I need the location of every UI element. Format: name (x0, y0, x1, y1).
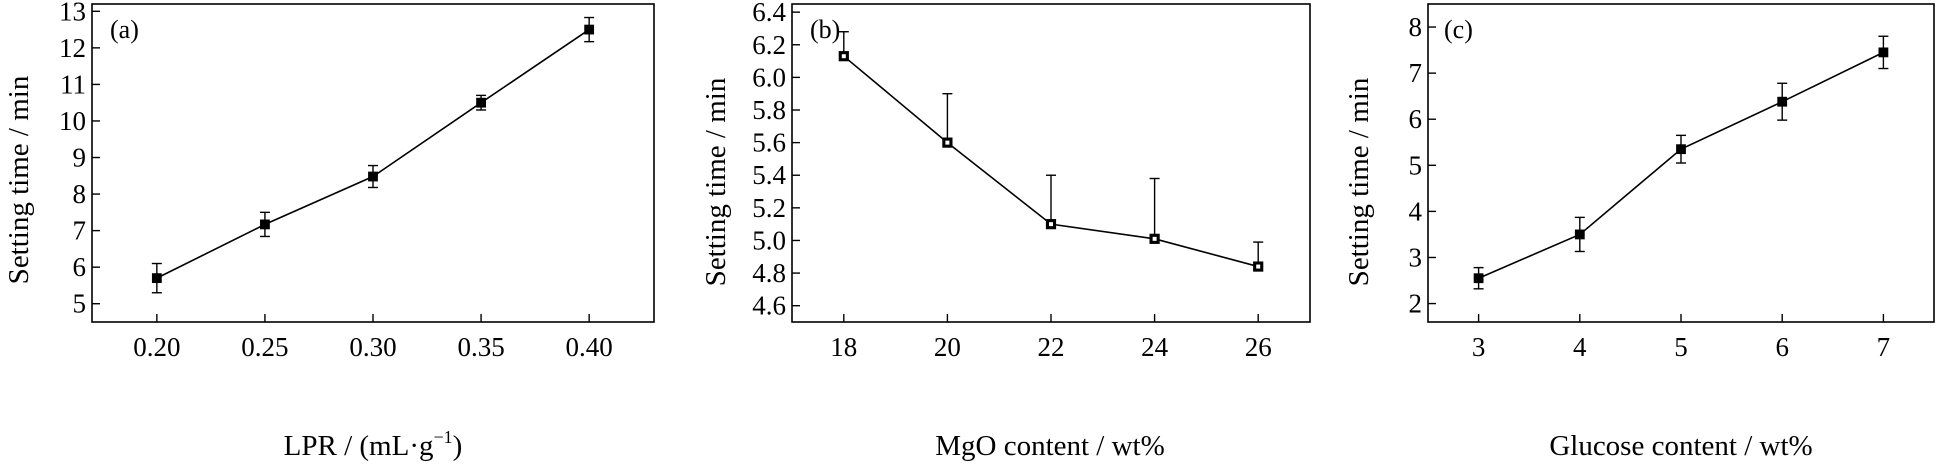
panel-a-ytick-label: 8 (73, 179, 87, 209)
panel-a-data-point (584, 24, 595, 35)
panel-c-xtick-label: 7 (1877, 332, 1891, 362)
panel-b-data-point-center (841, 54, 846, 59)
panel-b-ytick-label: 5.6 (752, 128, 786, 158)
panel-b-ytick-label: 5.0 (752, 225, 786, 255)
panel-a-series-line (156, 28, 590, 279)
panel-b-data-point-center (945, 140, 950, 145)
panel-b-ytick-label: 5.4 (752, 160, 786, 190)
panel-b: (b) 18 20 22 24 264.64.85.05.25.45.65.86.06.… (700, 0, 1311, 462)
panel-b-series-line (843, 55, 1259, 268)
panel-b-frame (791, 3, 1311, 323)
panel-c-ytick-label: 4 (1409, 196, 1423, 226)
panel-a-data-point (368, 171, 378, 182)
panel-c-data-point (1878, 47, 1889, 58)
panel-c: (c) 3 4 5 6 7 2 3 4 5 6 7 8 Setting time / min Gluc… (1343, 3, 1935, 462)
panel-a-data-point (476, 97, 486, 108)
panel-c-xtick-label: 5 (1674, 332, 1688, 362)
panel-b-ytick-label: 4.6 (752, 291, 786, 321)
panel-a-frame (91, 3, 655, 323)
panel-c-data-point (1777, 96, 1788, 107)
panel-a-data-point (151, 273, 162, 284)
panel-c-ytick-label: 2 (1409, 289, 1423, 319)
panel-b-marks: 18 20 22 24 26 4.64.85.05.25.45.65.86.06.2 6.4 (752, 0, 1311, 362)
panel-c-marks: 3 4 5 6 7 2 3 4 5 6 7 8 (1409, 3, 1935, 362)
panel-a-xtick-label: 0.35 (457, 332, 504, 362)
panel-b-label: (b) (810, 15, 840, 44)
panel-b-xtick-label: 26 (1245, 332, 1272, 362)
panel-c-data-point (1676, 144, 1686, 155)
panel-b-ytick-label: 4.8 (752, 258, 786, 288)
panel-b-data-point-center (1256, 264, 1261, 269)
panel-c-data-point (1574, 229, 1585, 240)
panel-b-ytick-label: 6.2 (752, 30, 786, 60)
panel-a-xlabel-close: ) (453, 430, 463, 462)
panel-b-xlabel: MgO content / wt% (935, 430, 1165, 462)
panel-a-ytick-label: 13 (59, 0, 86, 26)
panel-c-xtick-label: 3 (1472, 332, 1486, 362)
panel-a-xlabel-main: LPR / (mL·g (284, 430, 434, 462)
panel-a-data-point (260, 219, 270, 230)
panel-b-xtick-label: 18 (830, 332, 857, 362)
panel-c-ytick-label: 3 (1409, 242, 1423, 272)
panel-c-ytick-label: 6 (1409, 104, 1423, 134)
panel-b-data-point-center (1152, 236, 1157, 241)
panel-b-ylabel: Setting time / min (700, 77, 732, 286)
panel-a-ytick-label: 7 (73, 216, 87, 246)
panel-b-data-point-center (1049, 222, 1053, 227)
panel-b-ytick-label: 6.4 (752, 0, 786, 27)
panel-c-ytick-label: 5 (1409, 150, 1423, 180)
panel-a-ytick-label: 9 (73, 143, 87, 173)
panel-b-xtick-label: 20 (934, 332, 961, 362)
panel-c-ylabel: Setting time / min (1343, 77, 1375, 286)
panel-a-ytick-label: 10 (59, 106, 86, 136)
panel-c-data-point (1473, 273, 1484, 284)
panel-c-ytick-label: 7 (1409, 58, 1423, 88)
panel-a-ytick-label: 5 (73, 289, 87, 319)
panel-b-ytick-label: 5.8 (752, 95, 786, 125)
panel-a-xlabel-sup: −1 (434, 427, 453, 447)
panel-c-ytick-label: 8 (1409, 12, 1423, 42)
panel-c-xtick-label: 6 (1775, 332, 1789, 362)
panel-c-series-line (1478, 51, 1884, 279)
panel-a-ytick-label: 6 (73, 252, 87, 282)
panel-a-xtick-label: 0.30 (349, 332, 396, 362)
panel-a-ytick-label: 12 (59, 33, 86, 63)
panel-a-xlabel: LPR / (mL·g−1) (284, 427, 463, 462)
panel-a-ytick-label: 11 (60, 69, 86, 99)
panel-a-ylabel: Setting time / min (3, 75, 35, 284)
panel-b-ytick-label: 5.2 (752, 193, 786, 223)
panel-b-xtick-label: 24 (1141, 332, 1169, 362)
panel-c-xtick-label: 4 (1573, 332, 1587, 362)
panel-c-xlabel: Glucose content / wt% (1549, 430, 1812, 462)
panel-a-xtick-label: 0.25 (241, 332, 288, 362)
panel-b-ytick-label: 6.0 (752, 62, 786, 92)
panel-a-xtick-label: 0.40 (566, 332, 613, 362)
panel-b-xtick-label: 22 (1038, 332, 1065, 362)
panel-a: (a) 0.20 0.25 0.30 0.35 0.40 5 6 7 8 9 10 11 12 13 Se… (3, 0, 655, 462)
panel-a-marks: 0.20 0.25 0.30 0.35 0.40 5 6 7 8 9 10 11 12 13 (59, 0, 655, 362)
panel-a-xtick-label: 0.20 (133, 332, 180, 362)
panel-c-label: (c) (1444, 15, 1473, 44)
panel-a-label: (a) (110, 15, 139, 44)
